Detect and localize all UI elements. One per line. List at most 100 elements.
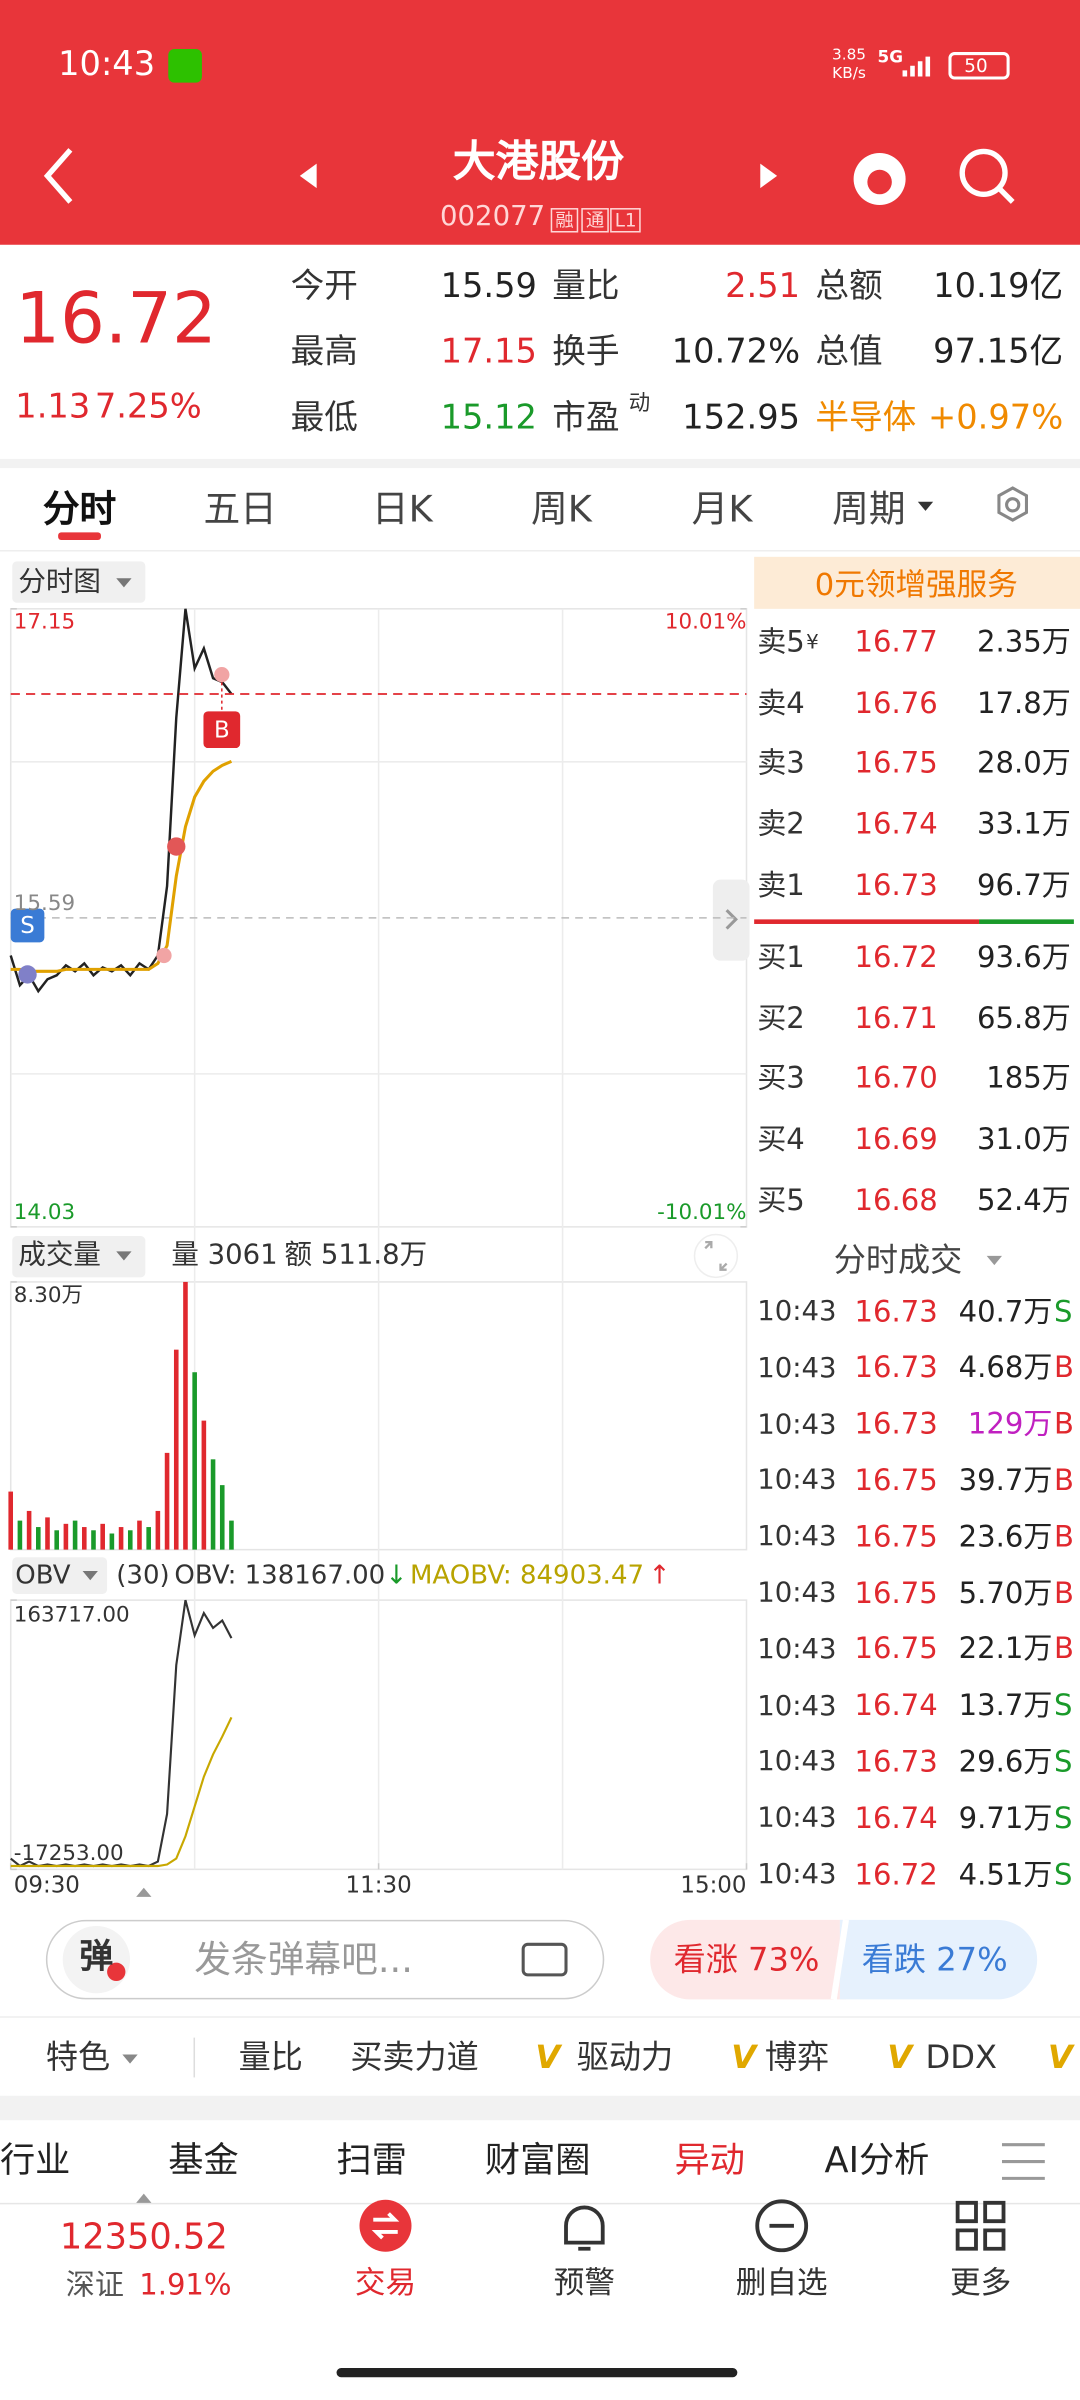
- bull-button[interactable]: 看涨 73%: [673, 1940, 820, 1978]
- trades-title[interactable]: 分时成交: [833, 1241, 963, 1279]
- danmaku-badge-text[interactable]: 弹: [79, 1938, 114, 1977]
- book-price: 16.74: [854, 806, 938, 841]
- bottom-nav-item[interactable]: 交易: [354, 2264, 417, 2301]
- trade-time: 10:43: [757, 1577, 837, 1610]
- signal-icon: [902, 56, 931, 77]
- bear-button[interactable]: 看跌 27%: [861, 1940, 1008, 1978]
- search-icon: [997, 186, 1015, 204]
- volume-bar: [63, 1523, 69, 1550]
- chart-tab[interactable]: 周期: [832, 487, 906, 531]
- chart-tab[interactable]: 日K: [371, 487, 433, 531]
- book-divider: [754, 919, 980, 924]
- obv-line: [10, 1599, 233, 1868]
- trade-time: 10:43: [757, 1802, 837, 1835]
- handle-triangle: [136, 1887, 152, 1897]
- back-icon[interactable]: [43, 148, 73, 204]
- bottom-nav-item[interactable]: 删自选: [735, 2264, 828, 2301]
- book-divider: [979, 919, 1074, 924]
- more-icon[interactable]: [955, 2200, 1006, 2251]
- prev-icon[interactable]: [299, 163, 317, 189]
- book-level: 买3: [757, 1060, 805, 1095]
- stat-label: 最低: [290, 399, 358, 438]
- trade-volume: 4.51万: [958, 1857, 1053, 1892]
- obv-menu[interactable]: OBV: [15, 1559, 71, 1591]
- y-tick-label: 14.03: [13, 1200, 76, 1226]
- header-background: [0, 0, 1080, 245]
- chart-tab[interactable]: 分时: [42, 487, 117, 531]
- promo-link[interactable]: 0元领增强服务: [814, 566, 1018, 603]
- stat-label: 量比: [552, 267, 620, 306]
- feature-item[interactable]: 买卖力道: [350, 2038, 479, 2076]
- sell-marker: [10, 908, 45, 943]
- nav-tab[interactable]: 行业: [0, 2140, 71, 2181]
- nav-tab[interactable]: 异动: [674, 2140, 745, 2181]
- stock-badge: 融: [550, 208, 579, 233]
- bear-background: [839, 1919, 1038, 2000]
- trade-icon: [371, 2212, 400, 2240]
- nav-tab[interactable]: 扫雷: [336, 2140, 407, 2181]
- dropdown-arrow: [986, 1255, 1002, 1266]
- obv-arrow: ↓: [385, 1559, 408, 1591]
- volume-bar: [17, 1520, 23, 1550]
- y2-tick-label: -10.01%: [657, 1200, 747, 1226]
- chart-tab[interactable]: 周K: [531, 487, 592, 531]
- feature-item[interactable]: 驱动力: [576, 2038, 674, 2076]
- volume-menu[interactable]: 成交量: [18, 1239, 101, 1272]
- trade-side: S: [1053, 1745, 1073, 1779]
- trade-volume: 23.6万: [958, 1520, 1053, 1554]
- price-line: [9, 608, 233, 994]
- feature-item[interactable]: 博弈: [764, 2038, 830, 2076]
- volume-stat: 量 3061: [171, 1239, 278, 1272]
- danmaku-input-box[interactable]: [45, 1919, 605, 2000]
- nav-tab[interactable]: 财富圈: [484, 2140, 591, 2181]
- y-tick-label: 17.15: [13, 610, 76, 635]
- search-icon[interactable]: [959, 148, 1008, 197]
- bottom-nav-item[interactable]: 更多: [949, 2264, 1012, 2301]
- index-value[interactable]: 12350.52: [59, 2217, 228, 2258]
- stat-label: 换手: [552, 333, 620, 372]
- last-price: 16.72: [15, 276, 217, 360]
- trade-volume: 39.7万: [958, 1463, 1053, 1498]
- nav-tab[interactable]: 基金: [168, 2140, 239, 2181]
- nav-tab[interactable]: AI分析: [824, 2140, 930, 2181]
- volume-bar: [219, 1485, 225, 1550]
- volume-bar: [164, 1452, 170, 1550]
- stock-name: 大港股份: [452, 136, 625, 187]
- book-volume: 185万: [986, 1060, 1071, 1095]
- next-icon[interactable]: [760, 163, 778, 189]
- trade-volume: 9.71万: [958, 1801, 1053, 1836]
- feature-item[interactable]: DDX: [925, 2038, 997, 2076]
- trade-side: S: [1053, 1688, 1073, 1723]
- alert-icon[interactable]: [564, 2205, 605, 2251]
- volume-bar: [229, 1520, 234, 1550]
- remove-icon[interactable]: [755, 2199, 809, 2253]
- chart-tab[interactable]: 五日: [203, 487, 277, 531]
- bottom-nav-item[interactable]: 预警: [553, 2264, 615, 2301]
- settings-icon[interactable]: [997, 486, 1028, 522]
- promo-background: [754, 556, 1080, 609]
- book-price: 16.75: [854, 745, 938, 780]
- index-change: 1.91%: [139, 2267, 232, 2302]
- expand-icon[interactable]: [704, 1241, 728, 1271]
- handle-triangle: [136, 2193, 152, 2203]
- tabs-menu-icon[interactable]: [1001, 2143, 1045, 2180]
- chart-menu[interactable]: 分时图: [18, 566, 101, 599]
- book-volume: 17.8万: [977, 686, 1071, 720]
- status-time: 10:43: [58, 45, 156, 85]
- side-handle[interactable]: [712, 879, 750, 961]
- danmaku-placeholder[interactable]: 发条弹幕吧...: [194, 1938, 413, 1982]
- dropdown-arrow: [917, 501, 934, 511]
- book-price: 16.77: [854, 624, 938, 659]
- divider: [0, 2016, 1080, 2018]
- book-level: 卖4: [757, 686, 805, 720]
- chart-tab[interactable]: 月K: [691, 487, 753, 531]
- trade-icon[interactable]: [359, 2199, 412, 2252]
- trade-time: 10:43: [757, 1408, 837, 1441]
- danmaku-settings-icon[interactable]: [521, 1942, 568, 1977]
- book-price: 16.70: [854, 1060, 938, 1095]
- feature-item[interactable]: 量比: [238, 2038, 303, 2076]
- feature-item[interactable]: 特色: [45, 2038, 111, 2076]
- x-tick-label: 11:30: [345, 1870, 412, 1898]
